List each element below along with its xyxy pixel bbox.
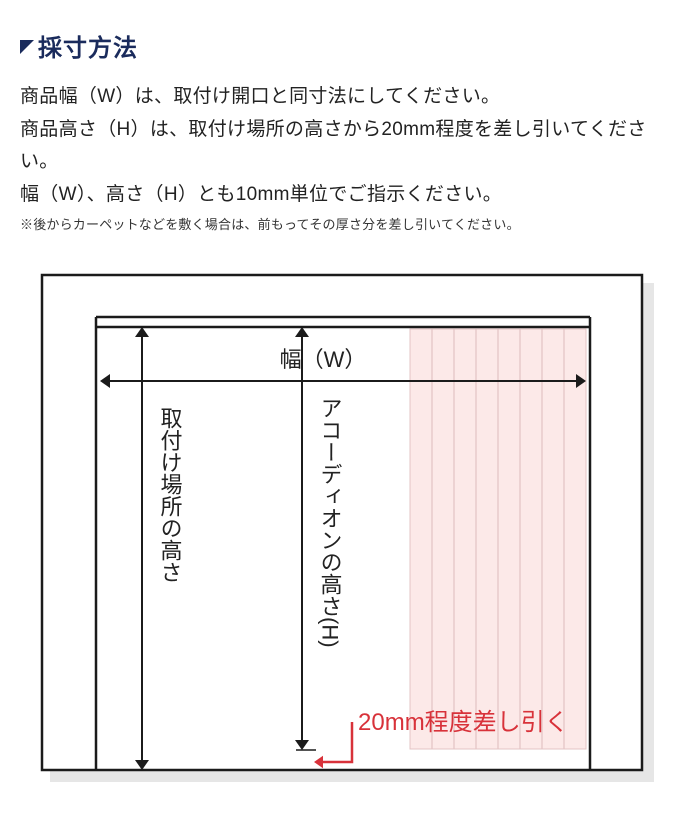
- title-marker-icon: [20, 40, 34, 54]
- svg-text:幅（W）: 幅（W）: [280, 347, 367, 372]
- description-line-3: 幅（W）、高さ（H）とも10mm単位でご指示ください。: [20, 179, 680, 210]
- section-title: 採寸方法: [38, 28, 138, 63]
- measurement-diagram: 幅（W） 取付け場所の高さ アコーディオンの高さ(H) 20mm程度差し引く: [20, 267, 680, 787]
- svg-text:取付け場所の高さ: 取付け場所の高さ: [158, 407, 183, 583]
- svg-text:20mm程度差し引く: 20mm程度差し引く: [358, 709, 569, 736]
- description-line-2: 商品高さ（H）は、取付け場所の高さから20mm程度を差し引いてください。: [20, 114, 680, 177]
- description-line-1: 商品幅（W）は、取付け開口と同寸法にしてください。: [20, 81, 680, 112]
- footnote: ※後からカーペットなどを敷く場合は、前もってその厚さ分を差し引いてください。: [20, 214, 680, 233]
- svg-text:アコーディオンの高さ(H): アコーディオンの高さ(H): [318, 397, 343, 648]
